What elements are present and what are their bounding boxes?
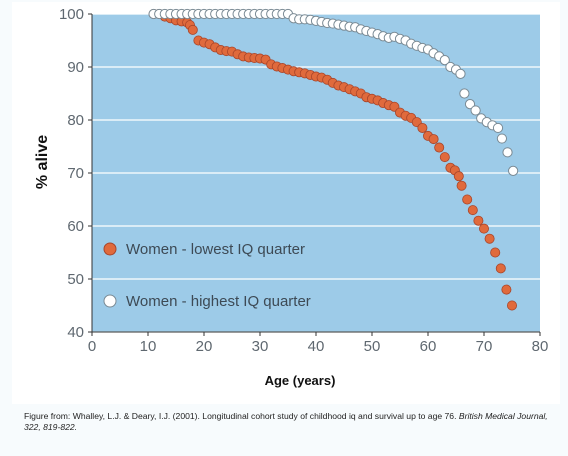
legend-label-1: Women - highest IQ quarter [126,293,311,310]
x-axis-label: Age (years) [265,373,336,388]
survival-chart: 0 10 20 30 40 50 60 70 80 40 50 60 70 80 90 100 Women … [34,6,549,388]
legend-marker-0 [103,242,117,256]
y-tick-label-60: 60 [67,218,84,235]
lowest-iq-point-49 [417,122,428,133]
series-lowest-iq [148,8,517,311]
highest-iq-point-56 [459,88,470,99]
lowest-iq-point-60 [473,215,484,226]
highest-iq-point-62 [492,122,504,134]
y-tick-label-80: 80 [67,112,84,129]
lowest-iq-point-56 [453,171,464,182]
x-tick-label-30: 30 [252,338,269,355]
x-tick-label-0: 0 [88,338,96,355]
caption-journal: British Medical Journal, 322, 819-822. [24,411,548,432]
legend-label-0: Women - lowest IQ quarter [126,241,305,258]
highest-iq-point-65 [508,165,519,176]
y-tick-label-40: 40 [67,324,84,341]
lowest-iq-point-62 [484,233,495,244]
x-tick-label-10: 10 [140,338,157,355]
highest-iq-point-55 [455,68,466,79]
highest-iq-point-64 [502,147,513,158]
lowest-iq-point-64 [495,263,506,274]
legend: Women - lowest IQ quarter Women - highest… [103,241,311,310]
lowest-iq-point-52 [434,142,445,153]
x-tick-labels: 0 10 20 30 40 50 60 70 80 [88,332,549,355]
lowest-iq-point-66 [506,300,517,311]
highest-iq-point-58 [470,105,481,116]
lowest-iq-point-57 [456,180,467,191]
data-points [148,8,519,311]
legend-marker-1 [103,294,117,308]
lowest-iq-point-58 [462,194,473,205]
lowest-iq-point-61 [478,223,489,234]
y-axis-label: % alive [34,135,51,189]
lowest-iq-point-65 [501,284,512,295]
x-tick-label-40: 40 [308,338,325,355]
lowest-iq-point-51 [428,134,439,145]
y-tick-labels: 40 50 60 70 80 90 100 [59,6,92,341]
x-tick-label-60: 60 [420,338,437,355]
caption-text: Figure from: Whalley, L.J. & Deary, I.J.… [24,411,457,421]
figure-caption: Figure from: Whalley, L.J. & Deary, I.J.… [24,411,560,433]
y-tick-label-70: 70 [67,165,84,182]
series-highest-iq [148,8,519,176]
lowest-iq-point-63 [490,247,501,258]
lowest-iq-point-8 [187,24,198,35]
x-tick-label-70: 70 [476,338,493,355]
x-tick-label-20: 20 [196,338,213,355]
lowest-iq-point-59 [467,205,478,216]
y-tick-label-50: 50 [67,271,84,288]
y-tick-label-100: 100 [59,6,84,23]
x-tick-label-80: 80 [532,338,549,355]
lowest-iq-point-53 [439,152,450,163]
highest-iq-point-63 [496,133,508,144]
y-tick-label-90: 90 [67,59,84,76]
highest-iq-point-52 [439,55,450,66]
x-tick-label-50: 50 [364,338,381,355]
highest-iq-point-57 [464,99,476,110]
